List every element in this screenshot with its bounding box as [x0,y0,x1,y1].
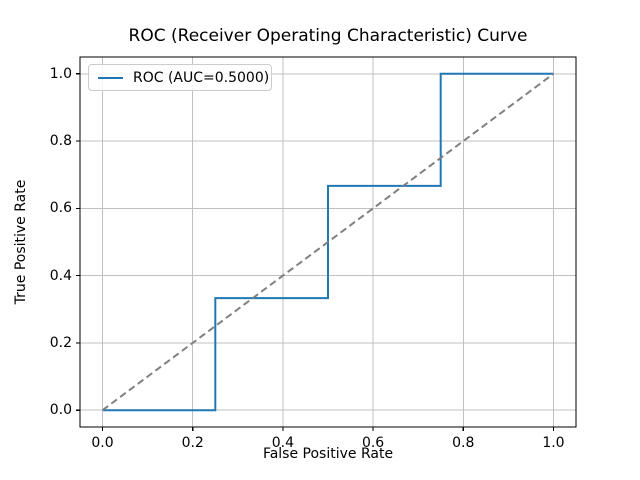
x-tick-label: 1.0 [542,435,565,451]
y-tick-label: 0.2 [49,334,72,351]
y-axis-label: True Positive Rate [13,179,29,305]
legend-line-sample [98,76,123,79]
x-tick-label: 0.2 [181,435,204,451]
legend-label: ROC (AUC=0.5000) [133,69,270,86]
axes-frame [79,56,577,428]
y-tick-label: 0.0 [49,402,72,419]
legend: ROC (AUC=0.5000) [88,64,272,91]
y-tick-label: 0.4 [49,267,72,284]
x-tick-label: 0.8 [452,435,475,451]
x-tick-label: 0.4 [271,435,295,451]
x-axis-label: False Positive Rate [262,446,394,462]
chart-title: ROC (Receiver Operating Characteristic) … [128,26,528,46]
x-tick-label: 0.0 [91,435,114,451]
x-tick-label: 0.6 [361,435,385,451]
y-tick-label: 1.0 [49,65,72,82]
y-tick-label: 0.6 [49,200,72,217]
y-tick-label: 0.8 [49,133,72,150]
series-chance-diagonal [101,72,555,412]
